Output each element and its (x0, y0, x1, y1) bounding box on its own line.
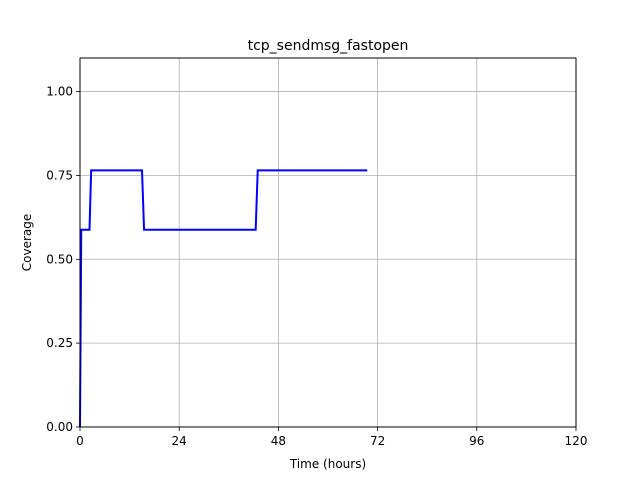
tick-layer: 0 24 48 72 96 120 0.00 0.25 0.50 0.75 1.00 (46, 85, 587, 448)
y-tick-label: 0.75 (46, 168, 73, 182)
y-tick-label: 0.50 (46, 252, 73, 266)
x-tick-label: 24 (172, 434, 187, 448)
series-layer (79, 169, 368, 428)
y-axis-label: Coverage (20, 214, 34, 272)
plot-frame (79, 57, 577, 428)
y-tick-label: 0.25 (46, 336, 73, 350)
x-tick-label: 0 (76, 434, 84, 448)
x-tick-label: 120 (565, 434, 588, 448)
y-tick-label: 0.00 (46, 420, 73, 434)
x-tick-label: 48 (271, 434, 286, 448)
chart-title: tcp_sendmsg_fastopen (248, 38, 409, 54)
coverage-series-line (79, 169, 368, 428)
x-tick-label: 96 (469, 434, 484, 448)
y-tick-label: 1.00 (46, 85, 73, 99)
x-tick-label: 72 (370, 434, 385, 448)
x-axis-label: Time (hours) (289, 457, 366, 471)
